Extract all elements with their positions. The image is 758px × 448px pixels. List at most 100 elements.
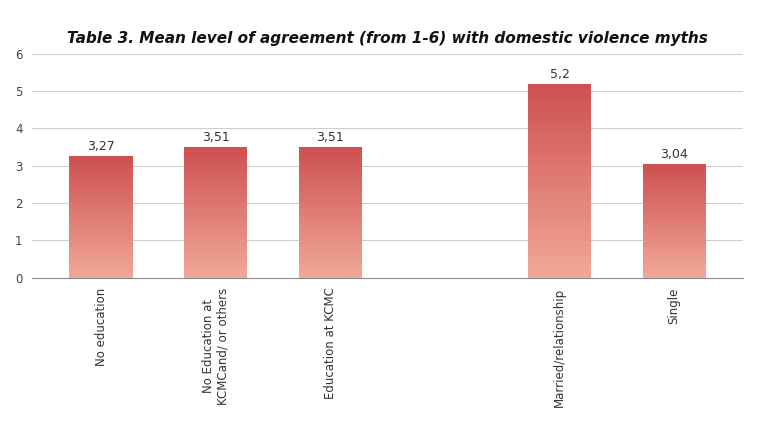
- Bar: [643, 233, 706, 235]
- Bar: [70, 251, 133, 252]
- Bar: [184, 187, 247, 189]
- Bar: [184, 207, 247, 208]
- Bar: [184, 233, 247, 234]
- Bar: [528, 272, 591, 274]
- Bar: [184, 181, 247, 182]
- Bar: [70, 177, 133, 178]
- Bar: [70, 189, 133, 190]
- Bar: [528, 262, 591, 264]
- Bar: [184, 153, 247, 155]
- Bar: [299, 166, 362, 168]
- Bar: [70, 162, 133, 163]
- Bar: [643, 255, 706, 256]
- Bar: [184, 165, 247, 166]
- Bar: [643, 188, 706, 189]
- Bar: [643, 213, 706, 214]
- Bar: [299, 267, 362, 269]
- Bar: [528, 225, 591, 227]
- Bar: [528, 154, 591, 155]
- Bar: [184, 155, 247, 156]
- Bar: [184, 206, 247, 207]
- Bar: [184, 228, 247, 229]
- Bar: [184, 223, 247, 224]
- Bar: [184, 182, 247, 183]
- Bar: [184, 231, 247, 232]
- Bar: [184, 191, 247, 193]
- Bar: [643, 202, 706, 203]
- Bar: [528, 264, 591, 266]
- Bar: [528, 90, 591, 91]
- Bar: [528, 101, 591, 103]
- Bar: [528, 247, 591, 249]
- Bar: [184, 190, 247, 191]
- Bar: [528, 121, 591, 122]
- Bar: [528, 146, 591, 148]
- Bar: [184, 186, 247, 187]
- Bar: [299, 254, 362, 255]
- Bar: [643, 179, 706, 180]
- Bar: [184, 229, 247, 231]
- Bar: [643, 210, 706, 211]
- Bar: [299, 238, 362, 240]
- Bar: [70, 159, 133, 160]
- Bar: [299, 229, 362, 231]
- Bar: [184, 271, 247, 272]
- Bar: [299, 181, 362, 182]
- Bar: [184, 164, 247, 165]
- Bar: [528, 239, 591, 241]
- Bar: [70, 256, 133, 257]
- Bar: [528, 157, 591, 159]
- Bar: [299, 159, 362, 160]
- Bar: [528, 109, 591, 111]
- Bar: [70, 252, 133, 253]
- Bar: [528, 215, 591, 218]
- Bar: [70, 202, 133, 203]
- Bar: [184, 177, 247, 178]
- Bar: [643, 261, 706, 262]
- Bar: [528, 151, 591, 154]
- Bar: [643, 269, 706, 270]
- Bar: [643, 244, 706, 245]
- Bar: [70, 219, 133, 220]
- Bar: [184, 161, 247, 163]
- Bar: [643, 230, 706, 231]
- Bar: [184, 227, 247, 228]
- Bar: [299, 173, 362, 174]
- Bar: [299, 263, 362, 265]
- Bar: [643, 203, 706, 204]
- Bar: [70, 167, 133, 168]
- Bar: [299, 156, 362, 157]
- Bar: [299, 172, 362, 173]
- Bar: [528, 107, 591, 109]
- Bar: [70, 196, 133, 197]
- Bar: [184, 246, 247, 248]
- Bar: [184, 166, 247, 168]
- Bar: [184, 251, 247, 253]
- Bar: [299, 215, 362, 216]
- Bar: [643, 193, 706, 194]
- Bar: [184, 250, 247, 251]
- Bar: [184, 169, 247, 170]
- Bar: [70, 214, 133, 215]
- Bar: [299, 199, 362, 200]
- Bar: [299, 155, 362, 156]
- Bar: [643, 267, 706, 269]
- Bar: [184, 194, 247, 195]
- Bar: [184, 261, 247, 262]
- Bar: [70, 220, 133, 222]
- Bar: [70, 223, 133, 224]
- Bar: [70, 195, 133, 196]
- Bar: [643, 237, 706, 238]
- Bar: [528, 194, 591, 196]
- Bar: [299, 251, 362, 253]
- Bar: [70, 204, 133, 206]
- Bar: [643, 274, 706, 276]
- Bar: [643, 265, 706, 267]
- Bar: [643, 253, 706, 254]
- Bar: [184, 245, 247, 246]
- Bar: [70, 267, 133, 268]
- Bar: [528, 276, 591, 278]
- Bar: [528, 237, 591, 239]
- Bar: [643, 224, 706, 225]
- Bar: [184, 240, 247, 241]
